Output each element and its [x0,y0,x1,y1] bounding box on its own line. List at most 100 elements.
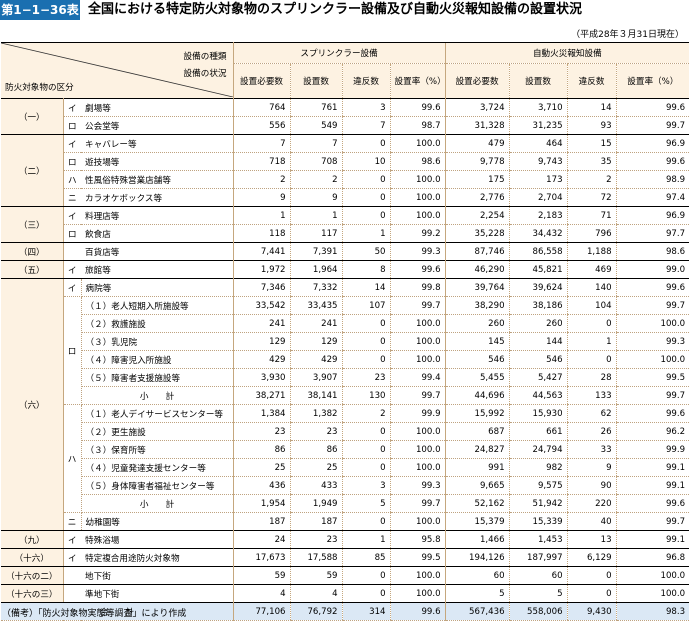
table-row: ロ（１）老人短期入所施設等 33,542 33,435 107 99.7 38,290 38… [1,296,690,405]
table-row: （二）イキャバレー等 7 7 0 100.0 479 464 15 96.9 [1,134,690,207]
value-cell: 23 [232,422,291,441]
value-cell: 982 [508,458,568,477]
value-cell: 38,141 [289,386,343,405]
value-cell: 0 [341,350,391,369]
value-cell: 117 [289,224,343,243]
value-cell: 44,563 [508,386,568,405]
value-cell: 39,624 [508,278,568,297]
value-cell: 100.0 [615,584,690,603]
value-cell: 479 [444,134,510,153]
value-cell: 144 [508,332,568,351]
value-cell: 0 [341,134,391,153]
category-name: 旅館等 [81,260,234,279]
value-cell: 99.3 [389,242,446,261]
category-name: （１）老人短期入所施設等 [81,296,234,315]
value-cell: 50 [341,242,391,261]
category-name: （５）障害者支援施設等 [81,368,234,387]
value-cell: 93 [566,116,617,135]
value-cell: 99.5 [615,368,690,387]
value-cell: 5 [508,584,568,603]
value-cell: 98.9 [615,170,690,189]
value-cell: 9 [566,458,617,477]
value-cell: 9,743 [508,152,568,171]
value-cell: 0 [341,512,391,531]
value-cell: 23 [341,368,391,387]
category-group-label: （六） [1,278,64,531]
value-cell: 260 [508,314,568,333]
value-cell: 549 [289,116,343,135]
value-cell: 25 [289,458,343,477]
value-cell: 1,949 [289,494,343,513]
value-cell: 14 [341,278,391,297]
table-row: （２）更生施設 23 23 0 100.0 687 661 26 96.2 [1,422,690,441]
value-cell: 99.1 [615,458,690,477]
value-cell: 0 [341,332,391,351]
value-cell: 60 [508,566,568,585]
value-cell: 98.6 [615,242,690,261]
value-cell: 38,290 [444,296,510,315]
value-cell: 34,432 [508,224,568,243]
value-cell: 0 [566,584,617,603]
value-cell: 31,328 [444,116,510,135]
value-cell: 2,704 [508,188,568,207]
value-cell: 118 [232,224,291,243]
value-cell: 0 [341,188,391,207]
value-cell: 718 [232,152,291,171]
value-cell: 98.6 [389,152,446,171]
value-cell: 2,776 [444,188,510,207]
value-cell: 140 [566,278,617,297]
value-cell: 2 [289,170,343,189]
subcategory-marker: ロ [63,224,81,243]
value-cell: 31,235 [508,116,568,135]
column-header: 違反数 [566,63,617,99]
table-row: （六）イ病院等 7,346 7,332 14 99.8 39,764 39,624 140 99… [1,278,690,531]
value-cell: 100.0 [389,566,446,585]
value-cell: 99.3 [389,476,446,495]
category-name: 小 計 [81,386,234,405]
value-cell: 1,384 [232,404,291,423]
value-cell: 7,346 [232,278,291,297]
value-cell: 33,435 [289,296,343,315]
value-cell: 100.0 [389,422,446,441]
value-cell: 46,290 [444,260,510,279]
header-corner: 設備の種類 設備の状況 防火対象物の区分 [1,42,234,99]
value-cell: 90 [566,476,617,495]
subcategory-marker: ハ [63,404,82,513]
total-value: 77,106 [232,602,291,621]
header-category-label: 防火対象物の区分 [5,83,74,93]
value-cell: 3,710 [508,98,568,117]
value-cell: 15,930 [508,404,568,423]
value-cell: 8 [341,260,391,279]
value-cell: 99.5 [389,548,446,567]
value-cell: 173 [508,170,568,189]
value-cell: 62 [566,404,617,423]
category-name: キャバレー等 [81,134,234,153]
subcategory-marker: ロ [63,296,82,405]
value-cell: 1 [566,332,617,351]
value-cell: 9,575 [508,476,568,495]
table-row: （４）障害児入所施設 429 429 0 100.0 546 546 0 100.0 [1,350,690,369]
value-cell: 2,183 [508,206,568,225]
value-cell: 7 [289,134,343,153]
category-name: 特殊浴場 [81,530,234,549]
table-row: （十六の三） 準地下街 4 4 0 100.0 5 5 0 100.0 [1,584,690,603]
table-row: （十六）イ特定複合用途防火対象物 17,673 17,588 85 99.5 194,12… [1,548,690,567]
value-cell: 100.0 [389,314,446,333]
value-cell: 2 [232,170,291,189]
title-bar: 第1−1−36表 全国における特定防火対象物のスプリンクラー設備及び自動火災報知… [0,0,690,20]
value-cell: 86 [289,440,343,459]
table-row: （四） 百貨店等 7,441 7,391 50 99.3 87,746 86,558 1,188… [1,242,690,261]
subcategory-marker [63,566,81,585]
table-row: ロ飲食店 118 117 1 99.2 35,228 34,432 796 97.7 [1,224,690,243]
value-cell: 3,930 [232,368,291,387]
value-cell: 0 [341,170,391,189]
value-cell: 38,271 [232,386,291,405]
value-cell: 15,992 [444,404,510,423]
total-value: 98.3 [615,602,690,621]
table-row: （４）児童発達支援センター等 25 25 0 100.0 991 982 9 99.1 [1,458,690,477]
value-cell: 3 [341,476,391,495]
value-cell: 87,746 [444,242,510,261]
subcategory-marker: イ [63,530,81,549]
subcategory-marker: イ [63,548,81,567]
value-cell: 28 [566,368,617,387]
